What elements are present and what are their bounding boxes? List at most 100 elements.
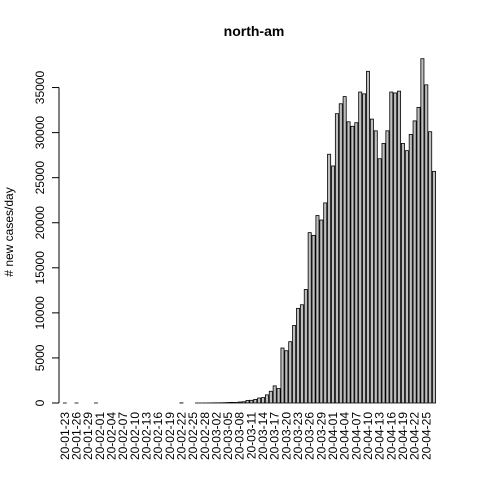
bar	[358, 91, 363, 404]
x-axis-tick-label: 20-02-25	[186, 412, 200, 460]
bar	[261, 397, 265, 404]
bar	[404, 150, 409, 404]
bar	[393, 92, 398, 404]
bar	[249, 399, 254, 404]
x-axis-tick-label: 20-04-10	[361, 412, 375, 460]
bar	[311, 234, 316, 404]
bar	[280, 347, 285, 404]
bar	[350, 125, 355, 404]
x-axis-tick-label: 20-03-26	[303, 412, 317, 460]
bar	[331, 165, 335, 404]
x-axis-tick-label: 20-04-22	[408, 412, 422, 460]
bar	[385, 130, 390, 404]
bar	[362, 93, 367, 404]
x-axis-tick-label: 20-02-22	[174, 412, 188, 460]
bar	[377, 158, 382, 404]
x-axis-tick-label: 20-03-05	[221, 412, 235, 460]
y-axis: 0 5000 10000 15000 20000 25000 30000 35000	[33, 71, 60, 406]
x-axis-tick-label: 20-04-19	[396, 412, 410, 460]
y-axis-tick-label: 5000	[33, 344, 47, 371]
bar	[253, 398, 258, 404]
bar	[354, 122, 359, 404]
bar	[307, 232, 312, 404]
x-axis-tick-label: 20-03-02	[209, 412, 223, 460]
x-axis-tick-label: 20-04-07	[349, 412, 363, 460]
x-axis-tick-label: 20-04-16	[384, 412, 398, 460]
bar	[296, 307, 300, 404]
x-axis-tick-label: 20-01-29	[81, 412, 95, 460]
bar	[319, 219, 324, 404]
x-axis-tick-label: 20-02-19	[163, 412, 177, 460]
bar	[373, 130, 378, 404]
y-axis-tick-label: 10000	[33, 296, 47, 330]
bar	[323, 202, 328, 404]
x-axis-tick-label: 20-03-17	[268, 412, 282, 460]
bar	[416, 106, 421, 404]
x-axis-tick-label: 20-02-16	[151, 412, 165, 460]
bar	[397, 90, 402, 404]
bar	[299, 304, 304, 404]
bar	[401, 143, 405, 404]
y-axis-tick-label: 35000	[33, 71, 47, 105]
x-axis-tick-label: 20-02-13	[139, 412, 153, 460]
x-axis-tick-label: 20-02-01	[93, 412, 107, 460]
bar	[315, 215, 320, 404]
bar	[389, 91, 394, 404]
bar	[276, 388, 281, 404]
bar	[412, 120, 417, 404]
bar	[432, 170, 437, 404]
bar	[369, 118, 374, 404]
bar	[420, 58, 425, 404]
chart-title: north-am	[224, 23, 285, 39]
y-axis-tick-label: 30000	[33, 116, 47, 150]
y-axis-tick-label: 15000	[33, 251, 47, 285]
bar	[346, 121, 351, 404]
x-axis-tick-label: 20-03-08	[233, 412, 247, 460]
x-axis-tick-label: 20-01-23	[58, 412, 72, 460]
x-axis-tick-label: 20-04-01	[326, 412, 340, 460]
bar	[284, 350, 289, 404]
bar	[292, 325, 297, 404]
x-axis-tick-label: 20-02-07	[116, 412, 130, 460]
bar	[408, 134, 413, 404]
x-axis-tick-label: 20-03-23	[291, 412, 305, 460]
x-axis-tick-label: 20-02-10	[128, 412, 142, 460]
x-axis-tick-label: 20-03-20	[279, 412, 293, 460]
bar	[327, 153, 332, 404]
x-axis-tick-label: 20-03-14	[256, 412, 270, 460]
x-axis-tick-label: 20-02-28	[198, 412, 212, 460]
bar	[264, 394, 269, 404]
x-axis-tick-label: 20-01-26	[69, 412, 83, 460]
bar	[229, 401, 234, 404]
y-axis-tick-label: 25000	[33, 161, 47, 195]
x-axis-tick-label: 20-04-13	[373, 412, 387, 460]
bar	[257, 397, 262, 404]
y-axis-tick-label: 20000	[33, 206, 47, 240]
y-axis-label: # new cases/day	[2, 187, 16, 276]
bar	[381, 143, 386, 404]
bar	[334, 113, 339, 404]
y-axis-tick-label: 0	[33, 399, 47, 406]
x-axis-tick-label: 20-02-04	[104, 412, 118, 460]
x-axis-tick-label: 20-03-11	[244, 412, 258, 459]
bar	[288, 341, 293, 404]
bar	[272, 385, 277, 404]
bar	[303, 289, 308, 404]
bar	[366, 70, 370, 404]
x-axis-tick-label: 20-03-29	[314, 412, 328, 460]
bar	[245, 400, 250, 404]
bar	[233, 402, 238, 404]
bar	[268, 390, 273, 404]
x-axis-tick-labels: 20-01-2320-01-2620-01-2920-02-0120-02-04…	[58, 412, 433, 460]
x-axis-tick-label: 20-04-04	[338, 412, 352, 460]
bar	[428, 131, 433, 404]
bar	[237, 401, 242, 404]
bar	[424, 84, 429, 404]
bar	[342, 96, 347, 404]
x-axis-tick-label: 20-04-25	[419, 412, 433, 460]
bar	[241, 401, 246, 404]
bar	[338, 103, 343, 404]
bar	[226, 402, 231, 404]
